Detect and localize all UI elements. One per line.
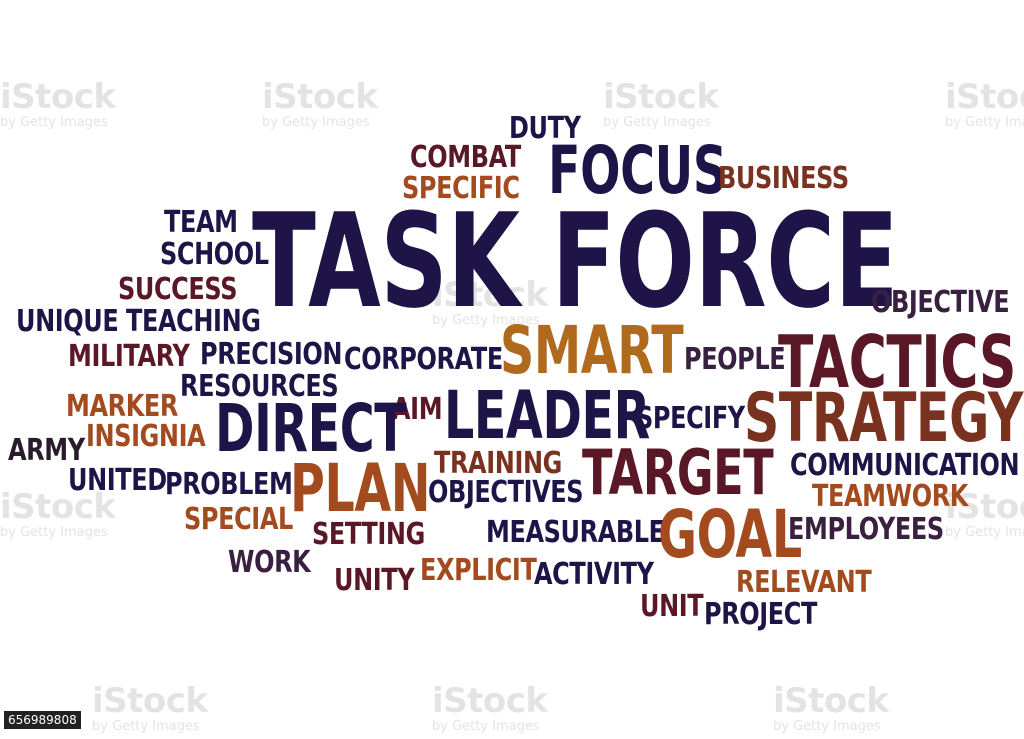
word-precision: PRECISION	[200, 337, 343, 372]
word-tactics: TACTICS	[778, 320, 1016, 404]
word-military: MILITARY	[68, 339, 190, 374]
word-goal: GOAL	[658, 496, 802, 573]
word-communication: COMMUNICATION	[790, 448, 1020, 483]
word-training: TRAINING	[434, 446, 562, 481]
word-special: SPECIAL	[184, 502, 293, 537]
word-explicit: EXPLICIT	[420, 553, 537, 588]
word-business: BUSINESS	[718, 161, 849, 196]
stock-id-label: 656989808	[4, 711, 81, 729]
word-teamwork: TEAMWORK	[812, 479, 968, 514]
word-duty: DUTY	[509, 111, 581, 146]
word-plan: PLAN	[290, 450, 431, 527]
word-measurable: MEASURABLE	[486, 515, 665, 550]
word-leader: LEADER	[444, 377, 650, 454]
word-setting: SETTING	[312, 517, 425, 552]
word-success: SUCCESS	[118, 272, 238, 307]
word-corporate: CORPORATE	[344, 342, 503, 377]
word-objective: OBJECTIVE	[871, 285, 1010, 320]
word-team: TEAM	[164, 205, 238, 240]
word-unity: UNITY	[334, 563, 415, 598]
word-direct: DIRECT	[215, 390, 407, 467]
word-united: UNITED	[68, 463, 167, 498]
word-objectives: OBJECTIVES	[428, 475, 584, 510]
word-target: TARGET	[582, 436, 774, 509]
word-smart: SMART	[500, 312, 684, 389]
word-focus: FOCUS	[548, 132, 727, 209]
word-specific: SPECIFIC	[402, 171, 520, 206]
word-work: WORK	[228, 545, 311, 580]
word-teaching: TEACHING	[126, 304, 261, 339]
word-problem: PROBLEM	[165, 467, 293, 502]
word-task-force: TASK FORCE	[252, 185, 899, 337]
word-specify: SPECIFY	[636, 401, 745, 436]
word-marker: MARKER	[66, 389, 179, 424]
word-unit: UNIT	[640, 589, 704, 624]
word-combat: COMBAT	[410, 140, 521, 175]
word-strategy: STRATEGY	[744, 379, 1023, 458]
word-resources: RESOURCES	[180, 369, 339, 404]
word-army: ARMY	[8, 433, 85, 468]
word-insignia: INSIGNIA	[86, 419, 206, 454]
word-aim: AIM	[392, 392, 443, 427]
word-project: PROJECT	[704, 597, 817, 632]
word-school: SCHOOL	[160, 237, 269, 272]
word-employees: EMPLOYEES	[788, 512, 944, 547]
word-people: PEOPLE	[684, 342, 786, 377]
word-activity: ACTIVITY	[534, 557, 654, 592]
word-unique: UNIQUE	[16, 304, 119, 339]
word-relevant: RELEVANT	[736, 565, 872, 600]
